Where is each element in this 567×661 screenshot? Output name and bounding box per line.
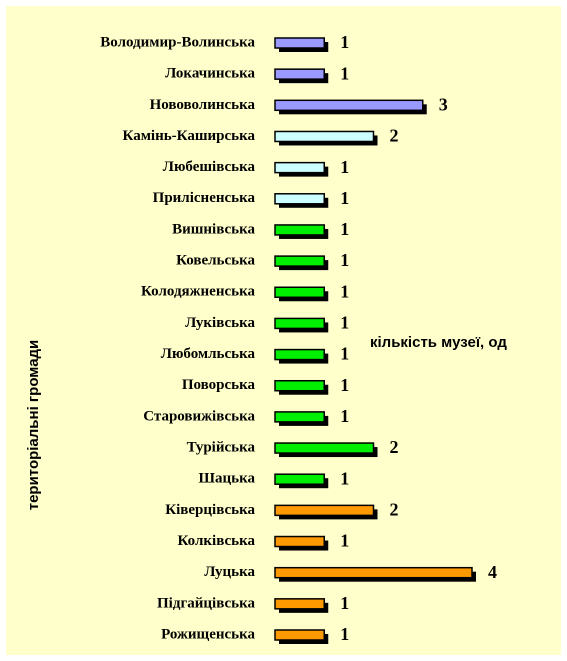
bar	[274, 130, 375, 143]
category-label: Підгайцівська	[157, 595, 255, 611]
bar	[274, 566, 473, 579]
value-label: 1	[340, 63, 349, 83]
value-label: 1	[340, 375, 349, 395]
bar	[274, 99, 424, 112]
category-label: Нововолинська	[150, 97, 256, 113]
value-label: 1	[340, 313, 349, 333]
value-label: 1	[340, 219, 349, 239]
category-label: Колодяжненська	[141, 284, 255, 300]
category-label: Колківська	[178, 533, 256, 549]
bar	[274, 442, 375, 454]
value-label: 2	[390, 437, 399, 457]
bar	[274, 379, 325, 392]
bar	[274, 193, 325, 205]
bar	[274, 598, 325, 610]
value-label: 1	[340, 406, 349, 426]
category-label: Рожищенська	[161, 626, 255, 642]
bar	[274, 224, 325, 236]
bar	[274, 411, 325, 423]
value-label: 1	[340, 188, 349, 208]
category-label: Поворська	[182, 377, 256, 393]
bar	[274, 37, 325, 49]
bar	[274, 68, 325, 80]
value-label: 1	[340, 250, 349, 270]
category-label: Ківерцівська	[165, 502, 255, 518]
category-label: Камінь-Каширська	[123, 128, 256, 144]
value-label: 1	[340, 531, 349, 551]
category-label: Володимир-Волинська	[100, 34, 255, 50]
annotation: кількість музеї, од	[370, 334, 507, 351]
bar	[274, 255, 325, 267]
value-label: 1	[340, 624, 349, 644]
value-label: 4	[488, 562, 497, 582]
value-label: 1	[340, 32, 349, 52]
bar	[274, 348, 325, 361]
category-label: Любешівська	[163, 159, 256, 175]
category-label: Ковельська	[176, 253, 255, 269]
category-label: Локачинська	[165, 66, 255, 82]
value-label: 3	[439, 94, 448, 114]
value-label: 1	[340, 344, 349, 364]
category-label: Вишнівська	[172, 221, 255, 237]
value-label: 1	[340, 468, 349, 488]
category-label: Шацька	[199, 471, 256, 487]
category-label: Луківська	[185, 315, 255, 331]
category-label: Прилісненська	[153, 190, 256, 206]
bar	[274, 161, 325, 174]
bar	[274, 535, 325, 548]
category-label: Турійська	[187, 439, 256, 455]
value-label: 1	[340, 281, 349, 301]
bar	[274, 317, 325, 330]
value-label: 2	[390, 499, 399, 519]
value-label: 1	[340, 593, 349, 613]
bar	[274, 629, 325, 641]
category-label: Луцька	[204, 564, 255, 580]
y-axis-label: територіальні громади	[25, 340, 42, 511]
bar	[274, 473, 325, 485]
category-label: Старовижівська	[143, 408, 255, 424]
category-label: Любомльська	[161, 346, 256, 362]
bar	[274, 504, 375, 517]
bar	[274, 286, 325, 299]
value-label: 2	[390, 126, 399, 146]
value-label: 1	[340, 157, 349, 177]
